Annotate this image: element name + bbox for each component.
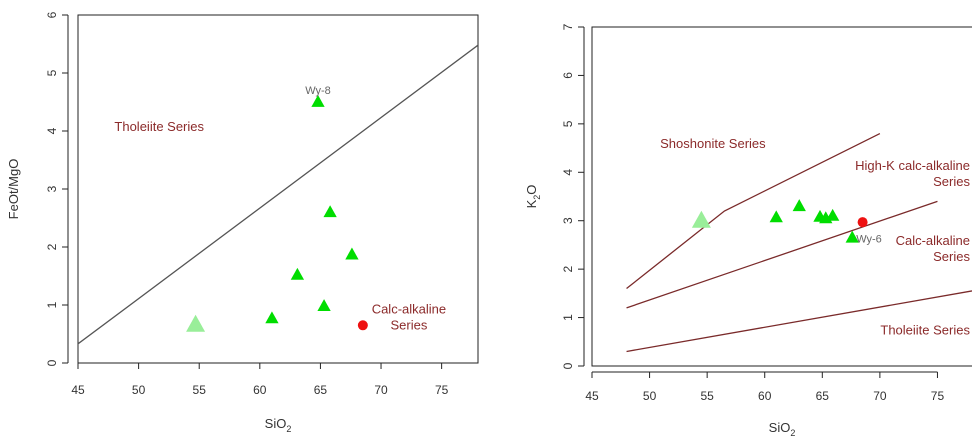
x-tick-label: 65: [314, 383, 328, 397]
data-point-triangle: [323, 205, 336, 217]
data-point-triangle: [291, 268, 304, 280]
x-tick-label: 50: [643, 389, 657, 403]
y-tick-label: 2: [561, 265, 575, 272]
y-tick-label: 1: [45, 301, 59, 308]
x-tick-label: 55: [700, 389, 714, 403]
x-tick-label: 50: [132, 383, 146, 397]
x-axis-label-main: SiO: [769, 420, 791, 435]
y-tick-label: 2: [45, 243, 59, 250]
x-tick-label: 45: [585, 389, 599, 403]
x-tick-label: 70: [873, 389, 887, 403]
y-tick-label: 7: [561, 23, 575, 30]
x-axis-label: SiO2: [769, 420, 796, 437]
region-label: Series: [933, 174, 970, 189]
region-label: Tholeiite Series: [114, 119, 204, 134]
y-tick-label: 5: [45, 69, 59, 76]
y-tick-label: 4: [45, 127, 59, 134]
y-tick-label: 0: [561, 362, 575, 369]
y-axis-label: FeOt/MgO: [6, 159, 21, 220]
region-label: Series: [933, 249, 970, 264]
chart-panel-1: 45 50 55 60 65 70 750123456SiO2FeOt/MgOTholeii…: [6, 11, 478, 434]
region-label: Shoshonite Series: [660, 136, 766, 151]
data-point-triangle: [692, 211, 711, 228]
x-tick-label: 65: [816, 389, 830, 403]
region-label: Calc-alkaline: [896, 233, 970, 248]
data-point-triangle: [186, 315, 205, 332]
data-point-circle: [858, 217, 868, 227]
chart-panel-2: 45 50 55 60 65 70 7501234567SiO2K2OShoshonite …: [524, 23, 972, 437]
x-axis-label-sub: 2: [790, 428, 795, 437]
boundary-line-2: [627, 201, 938, 308]
x-tick-label: 45: [71, 383, 85, 397]
x-tick-label: 60: [253, 383, 267, 397]
y-tick-label: 3: [561, 217, 575, 224]
y-tick-label: 6: [561, 72, 575, 79]
region-label: Calc-alkaline: [372, 302, 446, 317]
x-axis-label-sub: 2: [286, 424, 291, 434]
y-axis-label-main: FeOt/MgO: [6, 159, 21, 220]
region-label: Tholeiite Series: [880, 323, 970, 338]
point-label: Wy-8: [305, 85, 331, 97]
plot-frame: [592, 27, 972, 366]
y-tick-label: 1: [561, 314, 575, 321]
y-tick-label: 3: [45, 185, 59, 192]
data-point-triangle: [826, 209, 839, 221]
data-point-triangle: [317, 299, 330, 311]
data-point-triangle: [770, 210, 783, 222]
x-tick-label: 75: [435, 383, 449, 397]
y-tick-label: 4: [561, 169, 575, 176]
x-tick-label: 60: [758, 389, 772, 403]
x-tick-label: 70: [374, 383, 388, 397]
point-label: Wy-6: [856, 234, 882, 246]
region-label: Series: [390, 318, 427, 333]
data-point-triangle: [793, 199, 806, 211]
data-point-triangle: [265, 311, 278, 323]
data-point-circle: [358, 320, 368, 330]
x-axis-label-main: SiO: [265, 416, 287, 431]
region-label: High-K calc-alkaline: [855, 158, 970, 173]
y-axis-label: K2O: [524, 185, 542, 209]
x-axis-label: SiO2: [265, 416, 292, 434]
y-tick-label: 6: [45, 11, 59, 18]
x-tick-label: 55: [193, 383, 207, 397]
boundary-line-1: [78, 45, 478, 344]
y-tick-label: 0: [45, 359, 59, 366]
boundary-line-1: [627, 134, 880, 289]
y-axis-label-main: K: [524, 199, 539, 208]
y-axis-label-tail: O: [524, 185, 539, 195]
boundary-line-3: [627, 291, 972, 352]
y-tick-label: 5: [561, 120, 575, 127]
x-tick-label: 75: [931, 389, 945, 403]
data-point-triangle: [345, 248, 358, 260]
